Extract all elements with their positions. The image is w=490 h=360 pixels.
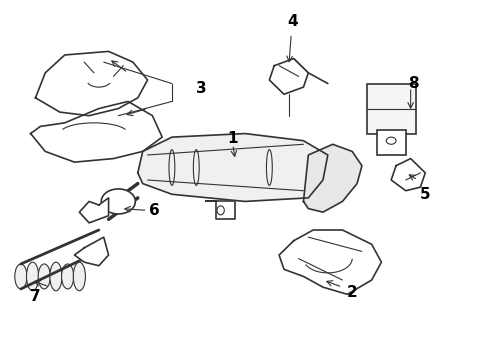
Polygon shape	[303, 144, 362, 212]
Polygon shape	[79, 198, 109, 223]
Polygon shape	[279, 230, 381, 294]
Ellipse shape	[38, 264, 50, 289]
Polygon shape	[206, 202, 235, 219]
Ellipse shape	[73, 262, 85, 291]
Ellipse shape	[50, 262, 62, 291]
Text: 2: 2	[347, 285, 358, 300]
Text: 1: 1	[227, 131, 238, 147]
Polygon shape	[35, 51, 147, 116]
Ellipse shape	[26, 262, 39, 291]
Text: 8: 8	[408, 76, 418, 91]
Bar	[376, 130, 406, 155]
Polygon shape	[138, 134, 328, 202]
Ellipse shape	[101, 189, 135, 214]
Polygon shape	[30, 102, 162, 162]
Polygon shape	[270, 59, 308, 94]
Polygon shape	[391, 158, 425, 191]
Ellipse shape	[62, 264, 74, 289]
Text: 5: 5	[420, 187, 431, 202]
Text: 6: 6	[149, 203, 160, 218]
Text: 4: 4	[287, 14, 297, 28]
Ellipse shape	[15, 264, 27, 289]
Bar	[367, 84, 416, 134]
Text: 3: 3	[196, 81, 206, 96]
Text: 7: 7	[30, 289, 41, 303]
Polygon shape	[74, 237, 109, 266]
